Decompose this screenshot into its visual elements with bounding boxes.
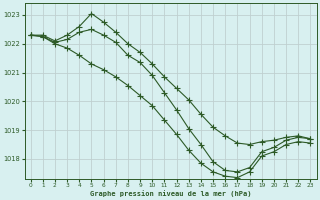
X-axis label: Graphe pression niveau de la mer (hPa): Graphe pression niveau de la mer (hPa) bbox=[90, 190, 251, 197]
